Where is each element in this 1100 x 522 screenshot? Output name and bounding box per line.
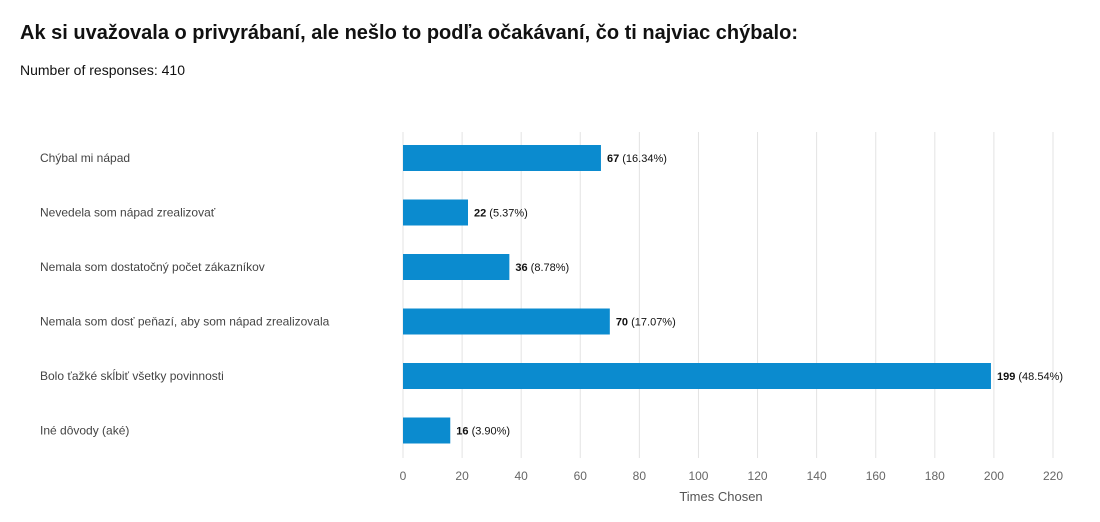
category-label: Chýbal mi nápad xyxy=(40,151,130,165)
bar xyxy=(403,199,468,226)
chart-title: Ak si uvažovala o privyrábaní, ale nešlo… xyxy=(20,22,798,44)
bar xyxy=(403,308,610,335)
bar xyxy=(403,363,991,389)
value-label: 67 (16.34%) xyxy=(607,153,667,165)
x-tick-label: 80 xyxy=(633,469,647,483)
x-tick-label: 160 xyxy=(866,469,886,483)
category-label: Nemala som dostatočný počet zákazníkov xyxy=(40,260,265,274)
value-label: 70 (17.07%) xyxy=(616,317,676,329)
value-label: 16 (3.90%) xyxy=(456,426,510,438)
x-tick-label: 0 xyxy=(400,469,407,483)
category-label: Iné dôvody (aké) xyxy=(40,424,129,438)
x-tick-label: 200 xyxy=(984,469,1004,483)
x-tick-label: 180 xyxy=(925,469,945,483)
value-label: 199 (48.54%) xyxy=(997,371,1063,383)
x-tick-label: 220 xyxy=(1043,469,1063,483)
x-tick-label: 140 xyxy=(807,469,827,483)
x-axis-title: Times Chosen xyxy=(679,489,762,504)
x-tick-label: 40 xyxy=(515,469,529,483)
value-label: 36 (8.78%) xyxy=(515,262,569,274)
x-tick-label: 60 xyxy=(574,469,588,483)
category-label: Nevedela som nápad zrealizovať xyxy=(40,206,216,220)
bar xyxy=(403,145,601,171)
response-count: Number of responses: 410 xyxy=(20,62,185,78)
category-label: Bolo ťažké skĺbiť všetky povinnosti xyxy=(40,368,224,383)
bar xyxy=(403,417,451,444)
value-label: 22 (5.37%) xyxy=(474,208,528,220)
x-tick-label: 20 xyxy=(455,469,469,483)
bar xyxy=(403,254,510,280)
x-tick-label: 100 xyxy=(688,469,708,483)
category-label: Nemala som dosť peňazí, aby som nápad zr… xyxy=(40,315,330,329)
x-tick-label: 120 xyxy=(748,469,768,483)
